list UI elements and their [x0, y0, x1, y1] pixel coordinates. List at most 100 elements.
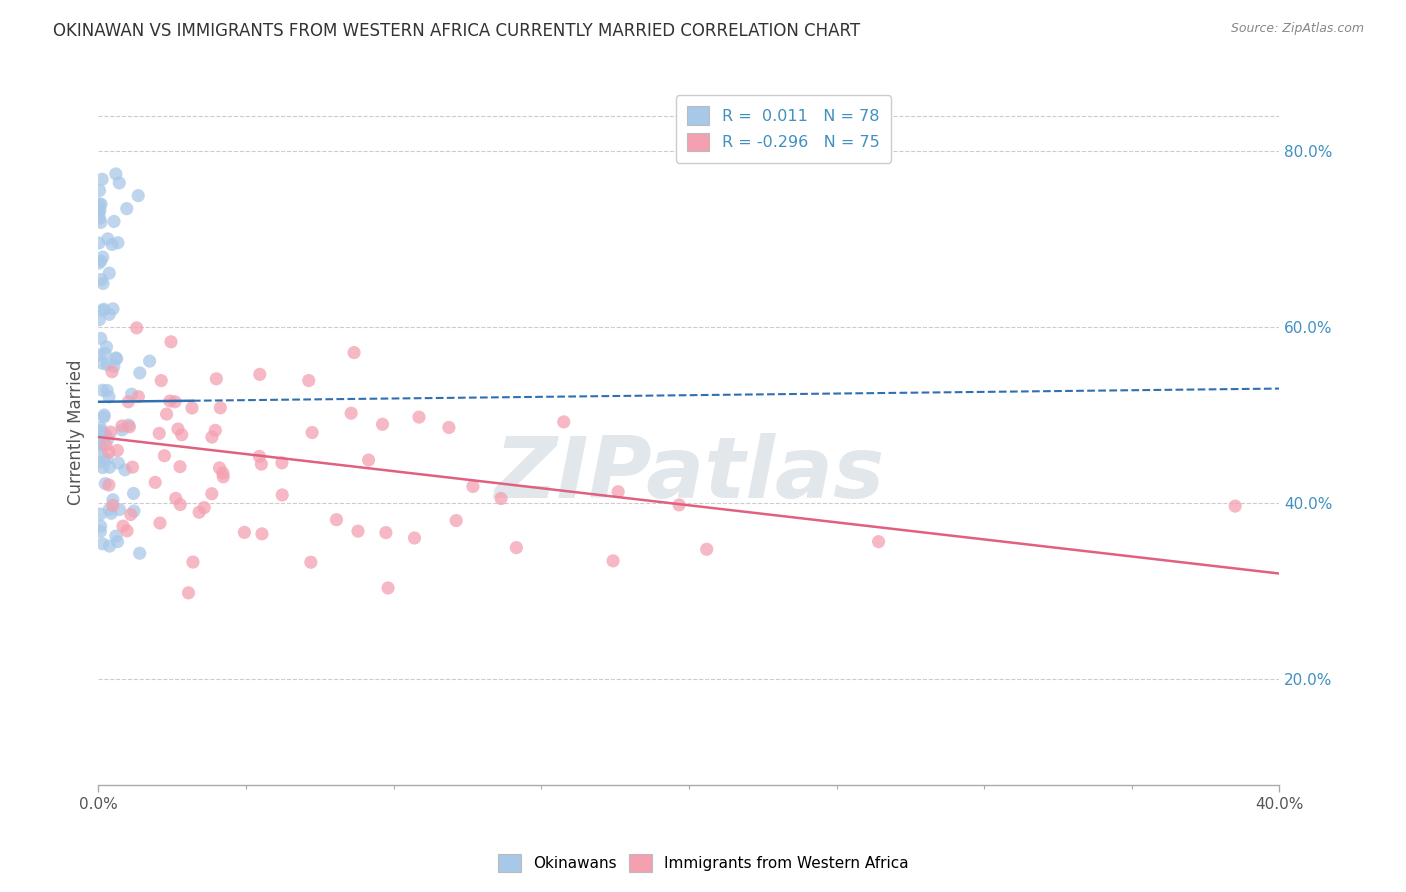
Point: [89, 524, 111, 539]
Point: [553, 415, 575, 429]
Text: ZIPatlas: ZIPatlas: [494, 434, 884, 516]
Point: [125, 321, 148, 335]
Point: [89, 211, 111, 226]
Point: [96, 340, 118, 354]
Point: [121, 387, 143, 401]
Point: [94, 438, 117, 452]
Point: [444, 514, 467, 528]
Point: [204, 423, 226, 437]
Point: [111, 419, 134, 434]
Point: [505, 541, 527, 555]
Point: [249, 368, 271, 382]
Point: [91, 425, 114, 440]
Point: [149, 516, 172, 530]
Point: [105, 351, 128, 366]
Point: [97, 478, 120, 492]
Point: [437, 420, 460, 434]
Point: [340, 406, 363, 420]
Point: [461, 479, 484, 493]
Point: [233, 525, 256, 540]
Point: [89, 428, 111, 442]
Point: [122, 504, 145, 518]
Point: [377, 581, 399, 595]
Point: [114, 463, 136, 477]
Point: [90, 331, 112, 345]
Point: [89, 438, 111, 452]
Point: [298, 374, 321, 388]
Point: [271, 456, 294, 470]
Point: [163, 394, 186, 409]
Point: [696, 542, 718, 557]
Point: [128, 546, 150, 560]
Point: [607, 484, 630, 499]
Point: [98, 539, 121, 553]
Point: [177, 586, 200, 600]
Point: [89, 455, 111, 469]
Point: [489, 491, 512, 506]
Point: [91, 277, 114, 291]
Legend: Okinawans, Immigrants from Western Africa: Okinawans, Immigrants from Western Afric…: [489, 846, 917, 880]
Point: [93, 451, 115, 466]
Point: [98, 460, 121, 475]
Point: [108, 502, 131, 516]
Point: [100, 425, 122, 439]
Point: [181, 555, 204, 569]
Point: [90, 254, 112, 268]
Point: [105, 443, 128, 458]
Point: [103, 214, 125, 228]
Point: [193, 500, 215, 515]
Point: [325, 513, 347, 527]
Point: [208, 461, 231, 475]
Point: [93, 302, 115, 317]
Point: [107, 456, 129, 470]
Point: [170, 427, 193, 442]
Point: [90, 215, 112, 229]
Point: [127, 390, 149, 404]
Point: [87, 197, 110, 211]
Point: [98, 266, 121, 280]
Point: [112, 519, 135, 533]
Point: [153, 449, 176, 463]
Point: [374, 525, 396, 540]
Point: [127, 188, 149, 202]
Point: [169, 459, 191, 474]
Point: [159, 394, 181, 409]
Point: [103, 359, 125, 374]
Point: [96, 358, 118, 372]
Point: [91, 460, 114, 475]
Point: [97, 232, 120, 246]
Point: [105, 351, 128, 365]
Point: [100, 506, 122, 520]
Point: [212, 470, 235, 484]
Point: [201, 487, 224, 501]
Point: [209, 401, 232, 415]
Point: [91, 172, 114, 186]
Point: [98, 502, 121, 516]
Point: [188, 505, 211, 519]
Point: [118, 420, 141, 434]
Point: [94, 346, 117, 360]
Y-axis label: Currently Married: Currently Married: [66, 359, 84, 506]
Point: [104, 167, 127, 181]
Point: [160, 334, 183, 349]
Point: [121, 460, 143, 475]
Point: [89, 202, 111, 217]
Point: [408, 410, 430, 425]
Point: [98, 445, 121, 459]
Point: [96, 384, 118, 398]
Point: [120, 508, 142, 522]
Point: [301, 425, 323, 440]
Point: [89, 420, 111, 434]
Point: [868, 534, 890, 549]
Point: [101, 499, 124, 513]
Point: [128, 366, 150, 380]
Point: [299, 555, 322, 569]
Point: [90, 441, 112, 455]
Point: [101, 301, 124, 316]
Point: [1225, 499, 1247, 513]
Point: [91, 383, 114, 397]
Point: [101, 365, 124, 379]
Point: [143, 475, 166, 490]
Point: [247, 450, 270, 464]
Point: [90, 519, 112, 533]
